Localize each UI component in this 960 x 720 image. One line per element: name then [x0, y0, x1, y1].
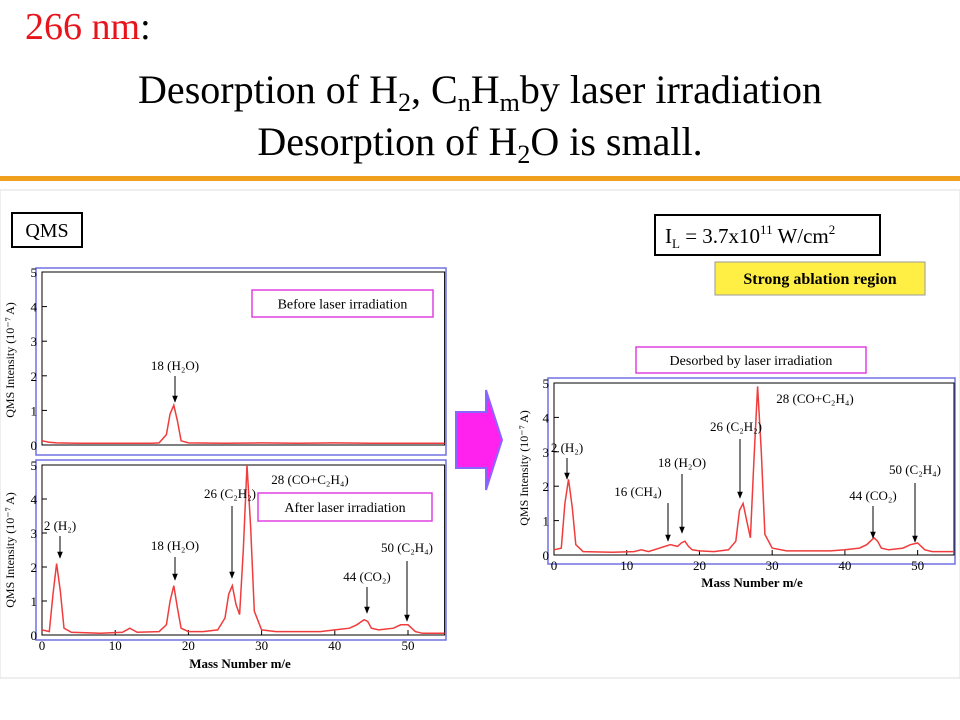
peak-annotation: 28 (CO+C₂H₄)	[776, 391, 853, 406]
subscript: m	[499, 88, 520, 117]
spectrum-line	[553, 386, 954, 553]
y-tick-label: 5	[543, 376, 550, 391]
subscript: n	[457, 88, 471, 117]
subscript: 2	[398, 88, 412, 117]
x-tick-label: 0	[39, 638, 46, 653]
plot-area	[41, 464, 446, 636]
peak-annotation: 18 (H₂O)	[151, 538, 199, 553]
inset-label: Before laser irradiation	[278, 298, 408, 313]
x-tick-label: 20	[693, 558, 706, 573]
y-tick-label: 5	[31, 458, 38, 473]
text: H	[470, 67, 500, 112]
text: Desorption of H	[138, 67, 399, 112]
text: I	[665, 224, 672, 248]
inset-label: Desorbed by laser irradiation	[670, 354, 833, 369]
superscript: 11	[760, 222, 773, 237]
subscript: 2	[517, 140, 531, 169]
text: by laser irradiation	[519, 67, 822, 112]
y-tick-label: 1	[543, 514, 550, 529]
y-tick-label: 2	[543, 479, 550, 494]
chart-frame	[547, 377, 956, 565]
peak-annotation: 18 (H₂O)	[658, 455, 706, 470]
heading-text: 266 nm	[25, 6, 141, 48]
y-tick-label: 4	[543, 410, 550, 425]
plot-area	[41, 271, 446, 446]
y-axis-label: QMS Intensity (10⁻⁷ A)	[3, 302, 17, 418]
title-line: Desorption of H2O is small.	[0, 118, 960, 168]
inset-box	[635, 346, 867, 374]
arrow	[455, 389, 504, 491]
peak-annotation: 50 (C₂H₄)	[889, 462, 941, 477]
superscript: 2	[829, 222, 836, 237]
y-tick-label: 2	[31, 560, 38, 575]
peak-annotation: 16 (CH₄)	[614, 484, 662, 499]
peak-annotation: 44 (CO₂)	[849, 488, 897, 503]
heading: 266 nm:	[25, 5, 151, 49]
y-tick-label: 3	[543, 445, 550, 460]
y-tick-label: 5	[31, 265, 38, 280]
y-tick-label: 0	[543, 548, 550, 563]
peak-annotation: 28 (CO+C₂H₄)	[271, 472, 348, 487]
plot-area	[553, 382, 955, 556]
text: O is small.	[530, 119, 703, 164]
intensity-label: IL = 3.7x1011 W/cm2	[665, 222, 835, 251]
spectrum-line	[41, 402, 445, 445]
y-tick-label: 3	[31, 526, 38, 541]
peak-annotation: 50 (C₂H₄)	[381, 540, 433, 555]
x-tick-label: 50	[911, 558, 924, 573]
subscript: L	[672, 236, 680, 251]
y-tick-label: 1	[31, 594, 38, 609]
x-axis-label: Mass Number m/e	[189, 656, 291, 671]
y-tick-label: 0	[31, 438, 38, 453]
x-tick-label: 30	[766, 558, 779, 573]
chart-frame	[35, 459, 447, 641]
heading-colon: :	[140, 6, 151, 48]
title-line: Desorption of H2, CnHmby laser irradiati…	[0, 66, 960, 116]
y-tick-label: 3	[31, 334, 38, 349]
text: , C	[411, 67, 458, 112]
divider	[0, 176, 960, 181]
y-tick-label: 0	[31, 628, 38, 643]
inset-box	[257, 492, 433, 522]
y-tick-label: 4	[31, 300, 38, 315]
peak-annotation: 44 (CO₂)	[343, 569, 391, 584]
x-tick-label: 20	[182, 638, 195, 653]
qms-label: QMS	[25, 220, 68, 242]
qms-box	[11, 212, 83, 248]
title-area: 266 nm: Desorption of H2, CnHmby laser i…	[0, 0, 960, 176]
peak-annotation: 26 (C₂H₂)	[204, 486, 256, 501]
text: = 3.7x10	[680, 224, 760, 248]
inset-label: After laser irradiation	[284, 501, 405, 516]
peak-annotation: 18 (H₂O)	[151, 358, 199, 373]
x-tick-label: 40	[328, 638, 341, 653]
region-label: Strong ablation region	[743, 271, 896, 288]
y-tick-label: 2	[31, 369, 38, 384]
x-tick-label: 40	[838, 558, 851, 573]
y-axis-label: QMS Intensity (10⁻⁷ A)	[3, 492, 17, 608]
x-axis-label: Mass Number m/e	[701, 575, 803, 590]
y-axis-label: QMS Intensity (10⁻⁷ A)	[517, 410, 531, 526]
x-tick-label: 0	[551, 558, 558, 573]
x-tick-label: 10	[620, 558, 633, 573]
region-box	[714, 261, 926, 296]
x-tick-label: 50	[402, 638, 415, 653]
image-frame	[0, 189, 960, 679]
x-tick-label: 30	[255, 638, 268, 653]
peak-annotation: 2 (H₂)	[551, 440, 583, 455]
peak-annotation: 26 (C₂H₂)	[710, 419, 762, 434]
text: W/cm	[773, 224, 829, 248]
text: Desorption of H	[257, 119, 518, 164]
intensity-box	[654, 214, 881, 256]
inset-box	[251, 289, 434, 318]
spectrum-line	[41, 464, 445, 635]
peak-annotation: 2 (H₂)	[44, 518, 76, 533]
x-tick-label: 10	[109, 638, 122, 653]
y-tick-label: 1	[31, 403, 38, 418]
y-tick-label: 4	[31, 492, 38, 507]
